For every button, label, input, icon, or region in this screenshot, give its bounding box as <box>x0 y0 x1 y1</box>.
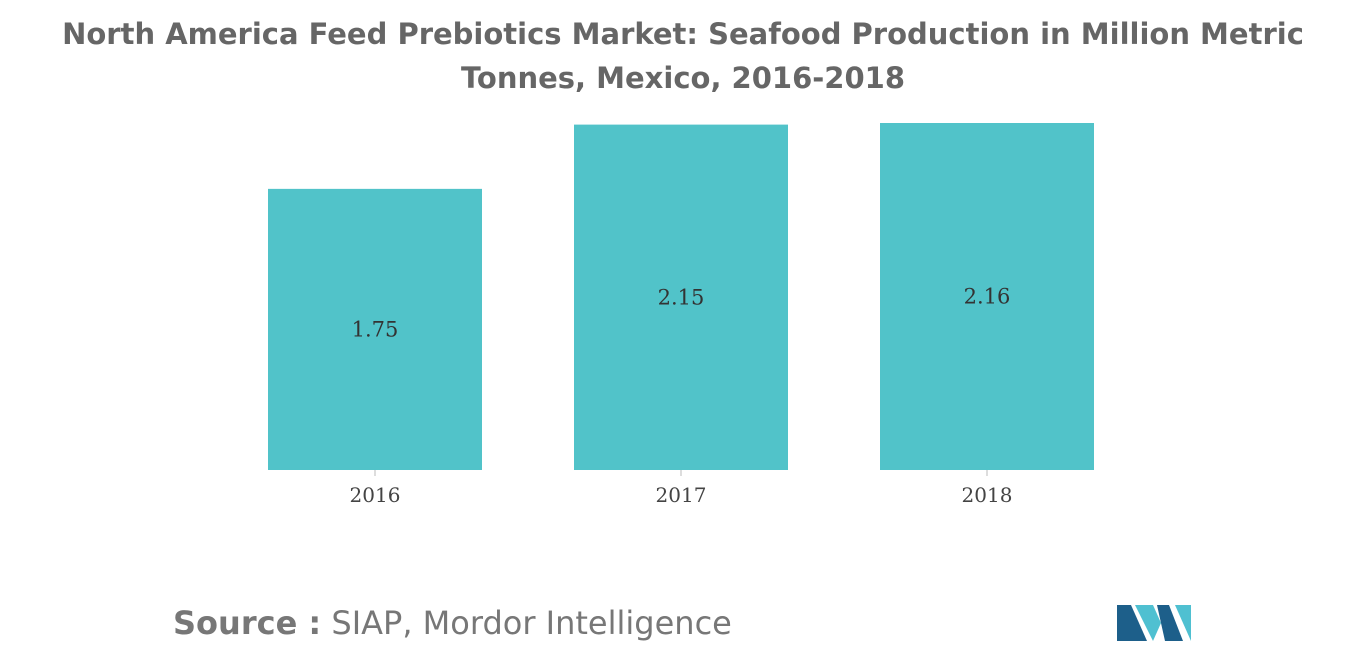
mordor-intelligence-logo <box>1117 605 1191 641</box>
logo-shape-right-b <box>1175 605 1191 641</box>
source-prefix: Source : <box>173 604 322 642</box>
bar-2016 <box>268 188 482 471</box>
bar-2017 <box>574 124 788 471</box>
logo-shape-mid <box>1135 605 1161 641</box>
logo-shape-left <box>1117 605 1147 641</box>
x-axis: 2016 2017 2018 <box>350 470 1013 507</box>
logo-shape-right-a <box>1157 605 1183 641</box>
bars-layer <box>268 123 1094 471</box>
x-tick-label-2018: 2018 <box>962 483 1013 507</box>
x-tick-label-2016: 2016 <box>350 483 401 507</box>
data-label-2017: 2.15 <box>658 285 705 309</box>
bar-2018 <box>880 123 1094 470</box>
data-label-2018: 2.16 <box>964 285 1011 309</box>
data-labels-layer: 1.75 2.15 2.16 <box>352 285 1011 342</box>
source-text: SIAP, Mordor Intelligence <box>331 604 732 642</box>
x-tick-label-2017: 2017 <box>656 483 707 507</box>
source-note: Source : SIAP, Mordor Intelligence <box>173 604 732 642</box>
chart-title: North America Feed Prebiotics Market: Se… <box>62 17 1304 95</box>
data-label-2016: 1.75 <box>352 317 399 341</box>
